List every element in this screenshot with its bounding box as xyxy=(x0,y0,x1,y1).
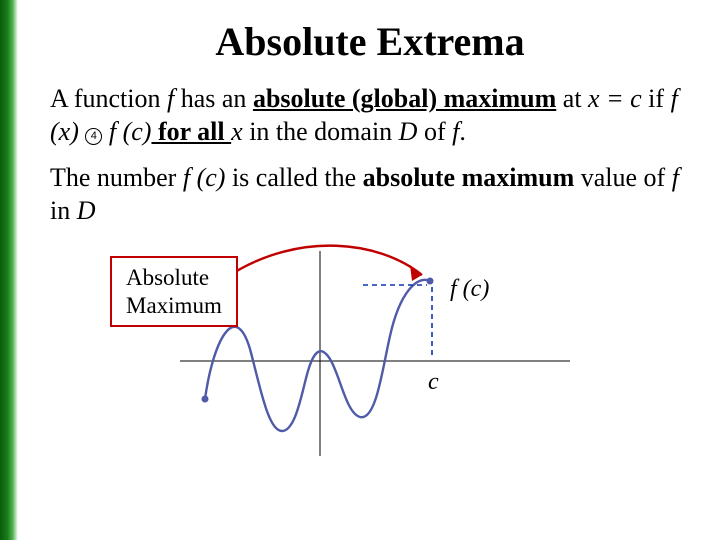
gradient-sidebar xyxy=(0,0,18,540)
value-paragraph: The number f (c) is called the absolute … xyxy=(50,162,690,227)
slide-title: Absolute Extrema xyxy=(40,18,700,65)
circled-symbol: 4 xyxy=(85,128,102,145)
diagram-area: Absolute Maximum f (c) c xyxy=(50,241,670,471)
slide-content: Absolute Extrema A function f has an abs… xyxy=(40,0,700,471)
absolute-maximum-label-box: Absolute Maximum xyxy=(110,256,238,327)
fc-label: f (c) xyxy=(450,276,489,303)
c-label: c xyxy=(428,369,439,396)
definition-paragraph: A function f has an absolute (global) ma… xyxy=(50,83,690,148)
